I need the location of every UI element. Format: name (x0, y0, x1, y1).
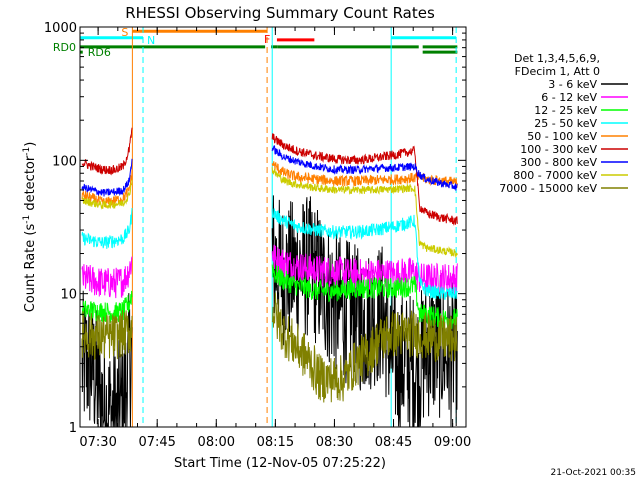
x-tick-label: 07:45 (138, 435, 175, 450)
axes: 07:30 07:45 08:00 08:15 08:30 08:45 09:00 1 10 10… (44, 21, 471, 450)
y-tick-label: 1000 (44, 21, 77, 36)
series-line-6-12-kev (81, 256, 133, 299)
x-axis-label: Start Time (12-Nov-05 07:25:22) (174, 456, 386, 471)
flag-label-rd0: RD0 (53, 41, 76, 54)
legend-entry-label: 6 - 12 keV (541, 91, 597, 104)
series-line-100-300-kev (81, 127, 133, 176)
series-line-300-800-kev (271, 144, 458, 191)
flag-label-rd6: RD6 (88, 46, 111, 59)
y-tick-label: 100 (52, 154, 77, 169)
legend-entry-label: 800 - 7000 keV (513, 169, 597, 182)
footer-date: 21-Oct-2021 00:35 (551, 468, 636, 478)
series-line-6-12-kev (271, 244, 458, 295)
y-axis-label-part: Count Rate (s (23, 224, 38, 313)
series-line-7000-15000-kev (81, 310, 133, 360)
series-line-100-300-kev (271, 133, 458, 226)
legend: Det 1,3,4,5,6,9,FDecim 1, Att 03 - 6 keV… (499, 52, 628, 195)
legend-entry-label: 50 - 100 keV (527, 130, 597, 143)
y-axis-label: Count Rate (s-1 detector-1) (22, 142, 38, 313)
x-tick-label: 08:45 (375, 435, 412, 450)
series-line-25-50-kev (81, 207, 133, 249)
x-tick-label: 08:00 (198, 435, 235, 450)
flag-label-saa: S (121, 26, 128, 39)
series-line-800-7000-kev (271, 167, 458, 259)
y-tick-label: 10 (60, 288, 77, 303)
legend-entry-label: 100 - 300 keV (520, 143, 597, 156)
y-axis-label-end: ) (23, 142, 38, 147)
x-tick-label: 08:15 (257, 435, 294, 450)
legend-header: FDecim 1, Att 0 (515, 65, 600, 78)
legend-entry-label: 25 - 50 keV (534, 117, 597, 130)
series-line-300-800-kev (81, 158, 133, 197)
y-axis-label-sup: -1 (22, 215, 32, 224)
legend-entry-label: 12 - 25 keV (534, 104, 597, 117)
plot-frame (79, 26, 467, 428)
x-tick-label: 08:30 (316, 435, 353, 450)
legend-entry-label: 3 - 6 keV (548, 78, 597, 91)
series-line-50-100-kev (271, 161, 458, 188)
y-axis-label-mid: detector (23, 155, 38, 215)
flag-bars: NSFRD0RD6 (53, 26, 458, 59)
y-tick-label: 1 (69, 421, 77, 436)
series-line-7000-15000-kev (271, 292, 458, 403)
series-lines (81, 127, 458, 428)
legend-entry-label: 300 - 800 keV (520, 156, 597, 169)
series-line-800-7000-kev (81, 179, 133, 210)
x-tick-label: 09:00 (434, 435, 471, 450)
series-line-12-25-kev (271, 264, 458, 330)
y-axis-label-sup2: -1 (22, 147, 32, 156)
chart-title: RHESSI Observing Summary Count Rates (125, 4, 435, 22)
legend-entry-label: 7000 - 15000 keV (499, 182, 597, 195)
series-line-25-50-kev (271, 208, 458, 300)
series-line-50-100-kev (81, 169, 133, 208)
vertical-markers (131, 27, 457, 427)
x-tick-label: 07:30 (79, 435, 116, 450)
flag-label-night: N (147, 34, 155, 47)
legend-header: Det 1,3,4,5,6,9, (514, 52, 600, 65)
